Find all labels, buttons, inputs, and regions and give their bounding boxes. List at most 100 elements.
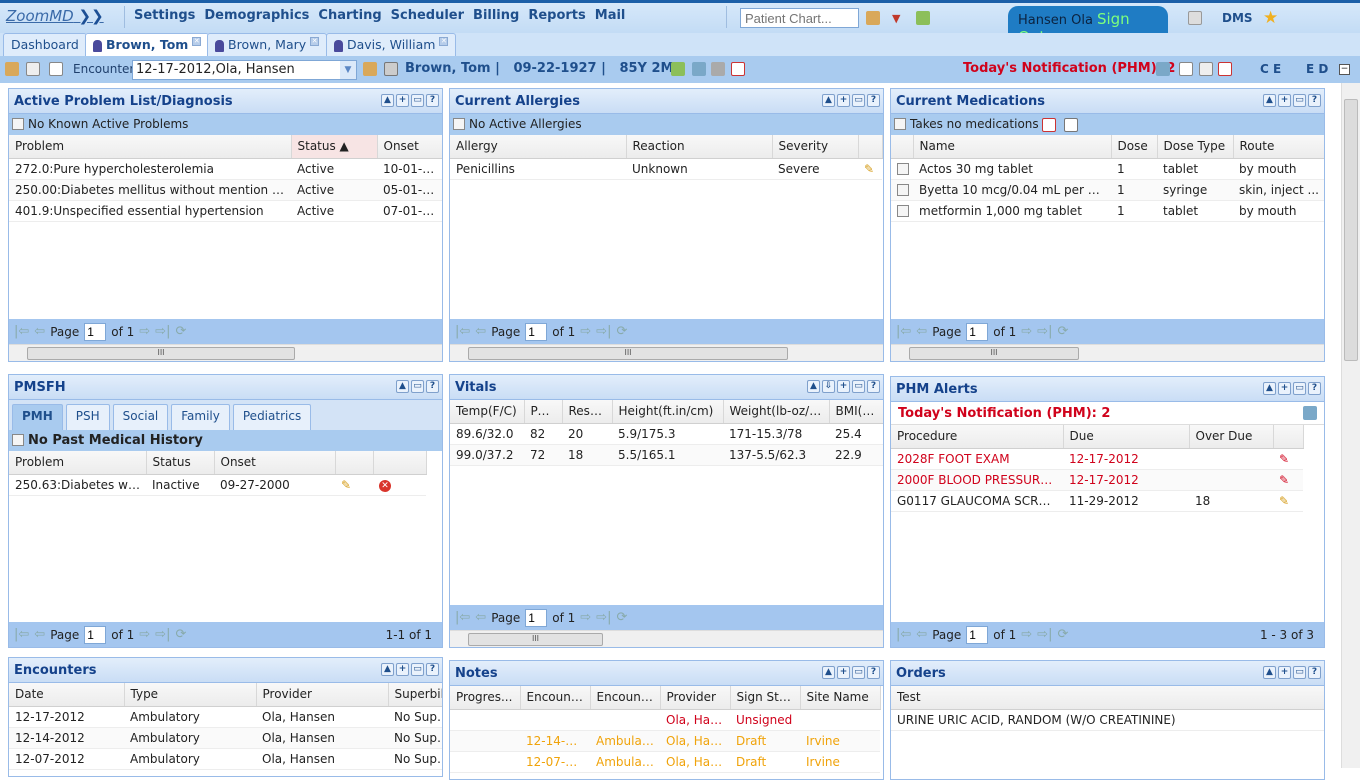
collapse-icon[interactable]: ▲ [822, 666, 835, 679]
collapse-icon[interactable]: − [1339, 64, 1350, 75]
table-cell[interactable]: ✕ [373, 474, 426, 496]
next-page-icon[interactable]: ⇨ [580, 610, 592, 625]
help-icon[interactable]: ? [867, 94, 880, 107]
last-page-icon[interactable]: ⇨| [155, 324, 171, 339]
column-header[interactable]: Provider [660, 686, 731, 710]
edit-icon[interactable]: ✎ [858, 158, 882, 180]
help-icon[interactable]: ? [1308, 94, 1321, 107]
row-checkbox[interactable] [897, 183, 909, 196]
edit-icon[interactable]: ✎ [1273, 469, 1303, 491]
phm-notification[interactable]: Today's Notification (PHM): 2 [963, 61, 1176, 76]
checkbox[interactable] [12, 434, 24, 446]
horizontal-scrollbar[interactable]: III [450, 344, 883, 361]
add-icon[interactable]: + [837, 380, 850, 393]
column-header[interactable]: Name [913, 135, 1112, 159]
maximize-icon[interactable]: ▭ [411, 380, 424, 393]
page-input[interactable] [966, 625, 989, 644]
prev-page-icon[interactable]: ⇦ [475, 610, 487, 625]
tab-brown-mary[interactable]: Brown, Mary ✕ [207, 33, 328, 56]
close-tab-icon[interactable]: ✕ [439, 37, 449, 46]
column-header[interactable]: Status [146, 451, 215, 475]
table-row[interactable]: metformin 1,000 mg tablet 1 tablet by mouth [891, 200, 1324, 222]
tab-psh[interactable]: PSH [65, 404, 110, 430]
column-header[interactable]: Onset [214, 451, 336, 475]
settings-doc-icon[interactable] [711, 62, 725, 76]
add-icon[interactable] [671, 62, 685, 76]
refresh-icon[interactable]: ⟳ [175, 324, 187, 339]
help-icon[interactable]: ? [867, 666, 880, 679]
collapse-icon[interactable]: ▲ [1263, 94, 1276, 107]
next-page-icon[interactable]: ⇨ [580, 324, 592, 339]
checkbox[interactable] [12, 118, 24, 130]
last-page-icon[interactable]: ⇨| [596, 610, 612, 625]
table-row[interactable]: Penicillins Unknown Severe ✎ [450, 158, 882, 180]
table-row[interactable]: Ola, Han... Unsigned [450, 709, 880, 731]
last-page-icon[interactable]: ⇨| [596, 324, 612, 339]
row-checkbox[interactable] [897, 204, 909, 217]
horizontal-scrollbar[interactable]: III [891, 344, 1324, 361]
collapse-icon[interactable]: ▲ [807, 380, 820, 393]
column-header[interactable]: Allergy [450, 135, 627, 159]
encounter-select[interactable]: 12-17-2012,Ola, Hansen ▼ [132, 60, 357, 80]
close-tab-icon[interactable]: ✕ [192, 37, 202, 46]
maximize-icon[interactable]: ▭ [852, 380, 865, 393]
maximize-icon[interactable]: ▭ [411, 663, 424, 676]
table-cell[interactable] [891, 179, 913, 201]
scrollbar-thumb[interactable]: III [468, 347, 788, 360]
add-icon[interactable]: + [396, 663, 409, 676]
checkbox[interactable] [894, 118, 906, 130]
first-page-icon[interactable]: |⇦ [896, 324, 912, 339]
phm-notification[interactable]: Today's Notification (PHM): 2 [891, 402, 1324, 425]
next-page-icon[interactable]: ⇨ [139, 627, 151, 642]
add-icon[interactable]: + [396, 94, 409, 107]
column-header[interactable] [858, 135, 883, 159]
menu-demographics[interactable]: Demographics [204, 8, 310, 23]
prev-page-icon[interactable]: ⇦ [475, 324, 487, 339]
refresh-icon[interactable]: ⟳ [175, 627, 187, 642]
column-header[interactable]: Provider [256, 683, 389, 707]
ce-button[interactable]: C E [1260, 62, 1282, 76]
maximize-icon[interactable]: ▭ [1293, 382, 1306, 395]
collapse-icon[interactable]: ▲ [1263, 382, 1276, 395]
chevron-down-icon[interactable]: ▼ [340, 61, 356, 79]
table-row[interactable]: 2000F BLOOD PRESSURE ... 12-17-2012 ✎ [891, 469, 1303, 491]
first-page-icon[interactable]: |⇦ [14, 324, 30, 339]
add-icon[interactable]: + [837, 94, 850, 107]
report-icon[interactable] [1179, 62, 1193, 76]
help-icon[interactable]: ? [426, 663, 439, 676]
column-header[interactable]: Temp(F/C) [450, 400, 525, 424]
prev-page-icon[interactable]: ⇦ [34, 627, 46, 642]
collapse-icon[interactable]: ▲ [396, 380, 409, 393]
column-header[interactable]: Over Due [1189, 425, 1274, 449]
scrollbar-thumb[interactable] [1344, 99, 1358, 361]
last-page-icon[interactable]: ⇨| [1037, 324, 1053, 339]
page-input[interactable] [525, 608, 548, 627]
edit-icon[interactable]: ✎ [1273, 448, 1303, 470]
prev-page-icon[interactable]: ⇦ [916, 324, 928, 339]
document-icon[interactable] [49, 62, 63, 76]
first-page-icon[interactable]: |⇦ [896, 627, 912, 642]
help-icon[interactable]: ? [426, 94, 439, 107]
table-row[interactable]: G0117 GLAUCOMA SCREE... 11-29-2012 18 ✎ [891, 490, 1303, 512]
menu-billing[interactable]: Billing [473, 8, 520, 23]
column-header[interactable]: Progres... [450, 686, 521, 710]
column-header[interactable]: Date [9, 683, 125, 707]
prev-page-icon[interactable]: ⇦ [34, 324, 46, 339]
column-header[interactable] [373, 451, 427, 475]
page-input[interactable] [966, 322, 989, 341]
table-row[interactable]: 12-14-2... Ambulat... Ola, Han... Draft Irvi… [450, 730, 880, 752]
table-row[interactable]: Actos 30 mg tablet 1 tablet by mouth [891, 158, 1324, 180]
column-header[interactable] [335, 451, 374, 475]
column-header[interactable]: Resp... [562, 400, 613, 424]
menu-scheduler[interactable]: Scheduler [390, 8, 465, 23]
collapse-icon[interactable]: ▲ [381, 663, 394, 676]
binoculars-icon[interactable] [26, 62, 40, 76]
column-header[interactable]: Site Name [800, 686, 881, 710]
refresh-icon[interactable]: ⟳ [1057, 324, 1069, 339]
column-header[interactable]: Type [124, 683, 257, 707]
maximize-icon[interactable]: ▭ [852, 666, 865, 679]
help-icon[interactable]: ? [867, 380, 880, 393]
last-page-icon[interactable]: ⇨| [155, 627, 171, 642]
